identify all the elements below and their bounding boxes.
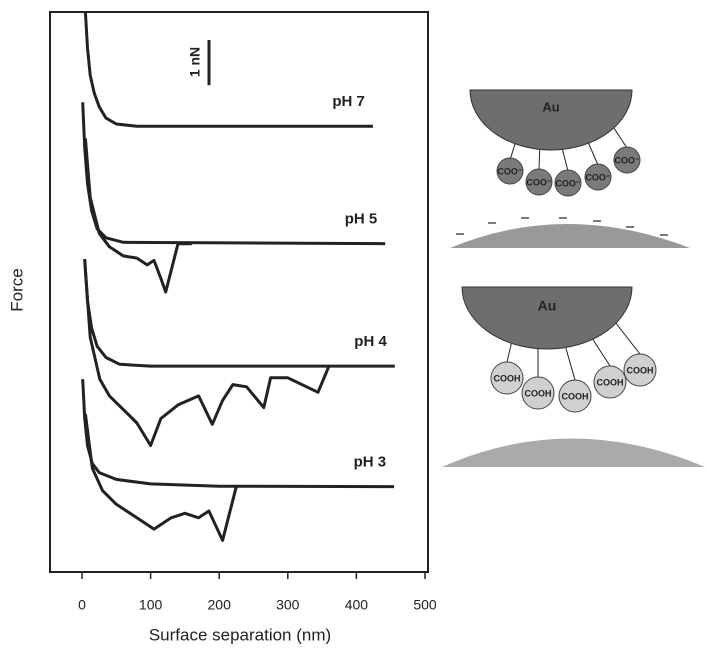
approach-curve	[81, 102, 386, 246]
end-group-label: COOH	[627, 365, 654, 375]
end-group-label: COOH	[525, 388, 552, 398]
gold-tip	[461, 286, 633, 350]
x-tick-label: 400	[345, 597, 369, 613]
end-group	[496, 157, 524, 185]
curve-label: pH 4	[354, 333, 387, 350]
end-group-label: COOH	[494, 373, 521, 383]
curve-label: pH 7	[332, 93, 365, 110]
retract-curve	[83, 138, 192, 294]
x-tick-label: 0	[78, 597, 86, 613]
approach-curve	[81, 379, 395, 489]
y-axis-label: Force	[7, 268, 26, 311]
end-group	[525, 168, 553, 196]
end-group	[521, 376, 555, 410]
plot-frame	[49, 11, 429, 573]
end-group	[623, 353, 657, 387]
end-group-label: COO⁻	[526, 177, 552, 187]
scale-bar-label: 1 nN	[187, 47, 203, 77]
retract-curve	[83, 260, 331, 447]
end-group	[490, 361, 524, 395]
end-group-label: COO⁻	[614, 155, 640, 165]
end-group	[554, 169, 582, 197]
x-tick-label: 100	[139, 597, 163, 613]
metal-label: Au	[542, 99, 559, 114]
schematic-bottom: Au	[442, 286, 705, 467]
approach-curve	[83, 258, 395, 368]
retract-curve	[83, 413, 238, 542]
gold-tip	[469, 89, 633, 151]
schematic-top: Au	[450, 89, 690, 248]
x-tick-label: 200	[208, 597, 232, 613]
x-axis-label: Surface separation (nm)	[149, 625, 331, 644]
x-tick-label: 500	[413, 597, 437, 613]
curve-label: pH 5	[345, 211, 378, 228]
surface	[450, 224, 690, 248]
end-group	[593, 365, 627, 399]
end-group	[613, 146, 641, 174]
end-group	[584, 163, 612, 191]
end-group-label: COOH	[562, 391, 589, 401]
curve-label: pH 3	[354, 454, 387, 471]
metal-label: Au	[538, 298, 557, 314]
end-group-label: COO⁻	[555, 178, 581, 188]
approach-curve	[83, 11, 373, 128]
surface-charges	[456, 217, 668, 236]
end-group	[558, 379, 592, 413]
surface	[442, 438, 705, 467]
end-group-label: COO⁻	[497, 166, 523, 176]
end-group-label: COOH	[597, 377, 624, 387]
end-group-label: COO⁻	[585, 172, 611, 182]
x-tick-label: 300	[276, 597, 300, 613]
